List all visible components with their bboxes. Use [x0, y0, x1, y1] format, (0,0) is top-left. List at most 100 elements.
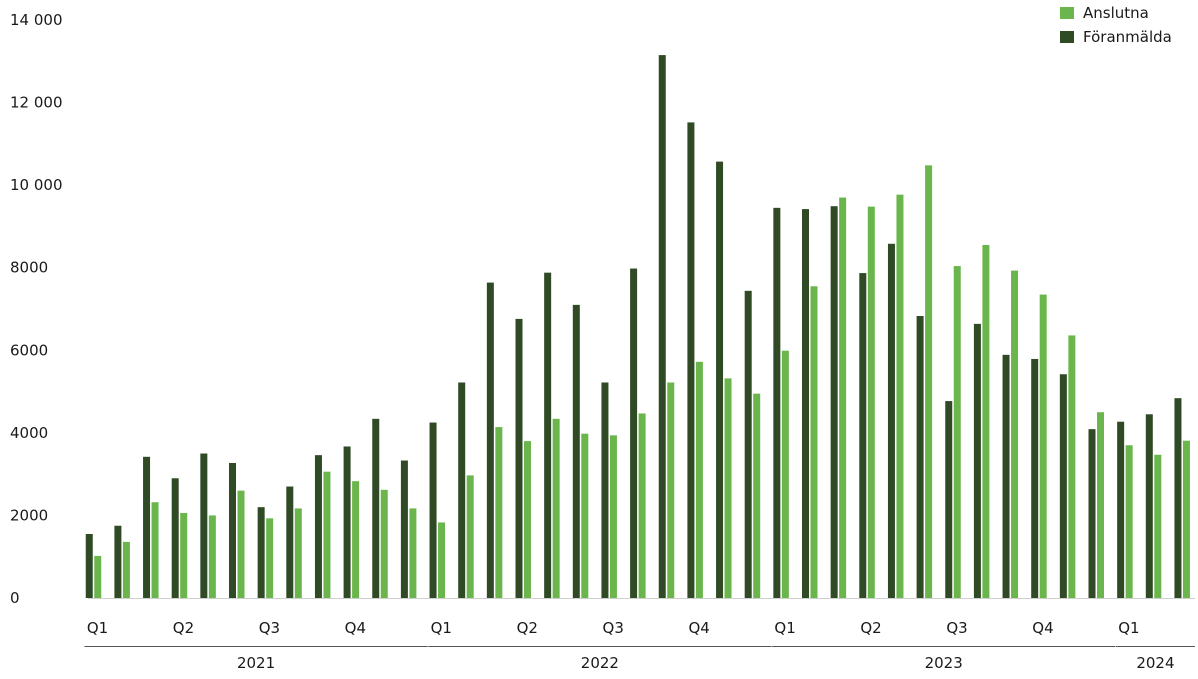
bar-foranmalda	[515, 318, 523, 598]
bar-anslutna	[409, 508, 417, 598]
bar-anslutna	[724, 378, 732, 598]
bar-foranmalda	[286, 486, 294, 598]
year-group-label: 2023	[925, 654, 963, 672]
bar-anslutna	[352, 481, 360, 598]
bar-foranmalda	[945, 401, 953, 598]
bar-anslutna	[953, 266, 961, 598]
bars-group	[85, 55, 1190, 599]
legend-swatch	[1060, 31, 1074, 43]
bar-foranmalda	[343, 446, 351, 598]
bar-foranmalda	[458, 382, 466, 598]
bar-anslutna	[1039, 294, 1047, 598]
bar-foranmalda	[658, 55, 666, 598]
bar-foranmalda	[200, 453, 208, 598]
bar-foranmalda	[572, 304, 580, 598]
bar-anslutna	[781, 350, 789, 598]
bar-anslutna	[810, 286, 818, 598]
bar-foranmalda	[1145, 414, 1153, 598]
bar-anslutna	[524, 441, 531, 598]
bar-anslutna	[1182, 440, 1190, 598]
bar-foranmalda	[773, 207, 781, 598]
bar-anslutna	[695, 361, 703, 598]
bar-foranmalda	[916, 316, 924, 598]
x-axis-year-groups: 2021 2022 2023 2024	[84, 646, 1195, 672]
bar-foranmalda	[859, 273, 867, 598]
legend: Anslutna Föranmälda	[1060, 4, 1172, 46]
bar-anslutna	[122, 541, 130, 598]
y-tick-label: 2000	[10, 506, 48, 524]
bar-foranmalda	[314, 455, 322, 598]
bar-anslutna	[1097, 412, 1104, 598]
bar-foranmalda	[486, 282, 494, 598]
year-group-label: 2022	[581, 654, 619, 672]
bar-foranmalda	[601, 382, 609, 598]
bar-foranmalda	[1117, 421, 1125, 598]
bar-foranmalda	[1059, 374, 1067, 598]
bar-anslutna	[208, 515, 216, 598]
bar-anslutna	[867, 206, 875, 599]
bar-anslutna	[753, 393, 761, 598]
bar-anslutna	[438, 522, 446, 598]
x-quarter-label: Q3	[946, 619, 967, 637]
bar-anslutna	[581, 433, 589, 598]
bar-foranmalda	[171, 478, 179, 598]
x-axis-quarter-labels: Q1 Q2 Q3 Q4 Q1 Q2 Q3 Q4 Q1 Q2 Q3 Q4 Q1	[87, 619, 1140, 637]
bar-anslutna	[237, 490, 245, 598]
bar-anslutna	[180, 512, 188, 598]
legend-label: Anslutna	[1083, 4, 1149, 22]
bar-anslutna	[839, 197, 847, 598]
bar-anslutna	[1154, 454, 1162, 598]
bar-foranmalda	[1088, 429, 1096, 598]
bar-foranmalda	[429, 422, 437, 598]
year-group-label: 2024	[1136, 654, 1174, 672]
x-quarter-label: Q3	[259, 619, 280, 637]
legend-label: Föranmälda	[1083, 28, 1172, 46]
bar-anslutna	[667, 382, 675, 598]
bar-anslutna	[982, 245, 990, 598]
x-quarter-label: Q4	[345, 619, 366, 637]
bar-foranmalda	[85, 534, 93, 598]
x-quarter-label: Q2	[860, 619, 881, 637]
bar-foranmalda	[544, 272, 552, 598]
bar-foranmalda	[114, 525, 122, 598]
year-group-label: 2021	[237, 654, 275, 672]
bar-foranmalda	[716, 161, 724, 599]
bar-foranmalda	[1174, 398, 1182, 598]
bar-foranmalda	[229, 463, 236, 598]
bar-foranmalda	[744, 290, 752, 598]
bar-anslutna	[266, 518, 274, 598]
legend-swatch	[1060, 7, 1074, 19]
x-quarter-label: Q2	[173, 619, 194, 637]
x-quarter-label: Q1	[774, 619, 795, 637]
bar-anslutna	[294, 508, 302, 598]
bar-foranmalda	[830, 206, 838, 598]
bar-anslutna	[1125, 445, 1133, 598]
x-quarter-label: Q1	[1118, 619, 1139, 637]
y-tick-label: 0	[10, 589, 20, 607]
bar-foranmalda	[630, 268, 638, 598]
y-tick-label: 6000	[10, 341, 48, 359]
x-quarter-label: Q4	[688, 619, 709, 637]
bar-anslutna	[1068, 335, 1076, 598]
bar-foranmalda	[372, 418, 380, 598]
x-quarter-label: Q1	[431, 619, 452, 637]
bar-anslutna	[323, 471, 331, 598]
bar-foranmalda	[802, 209, 809, 598]
y-tick-label: 14 000	[10, 11, 63, 29]
bar-anslutna	[609, 435, 617, 598]
bar-foranmalda	[1031, 358, 1039, 598]
bar-foranmalda	[1002, 354, 1010, 598]
y-tick-label: 12 000	[10, 94, 63, 112]
x-quarter-label: Q4	[1032, 619, 1053, 637]
bar-foranmalda	[887, 243, 895, 598]
y-tick-label: 8000	[10, 259, 48, 277]
bar-anslutna	[380, 489, 388, 598]
x-quarter-label: Q3	[603, 619, 624, 637]
bar-anslutna	[94, 555, 102, 598]
bar-anslutna	[552, 418, 560, 598]
bar-foranmalda	[400, 460, 408, 598]
bar-foranmalda	[143, 456, 151, 598]
bar-anslutna	[925, 165, 933, 598]
